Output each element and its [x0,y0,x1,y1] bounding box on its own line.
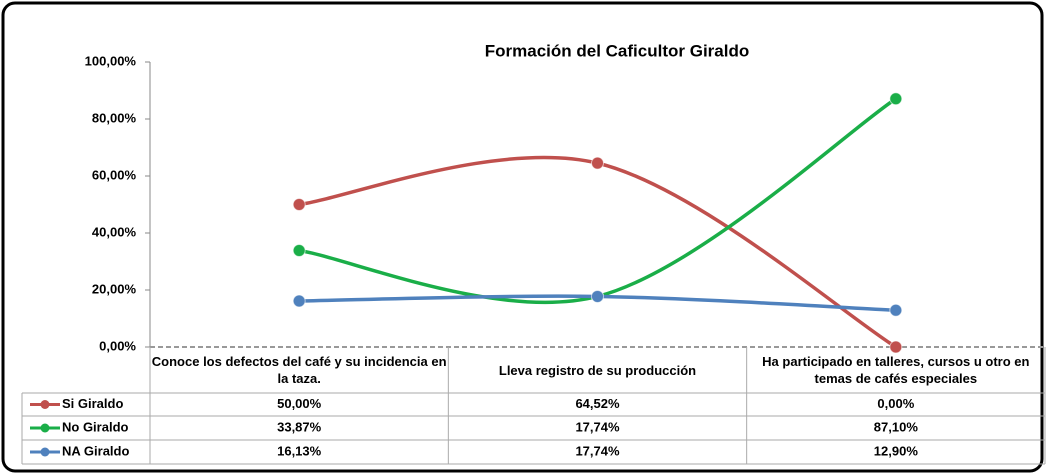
category-cell: Ha participado en talleres, cursos u otr… [762,354,1030,386]
x-tick-label: Ha participado en talleres, cursos u otr… [762,354,1030,386]
chart-title: Formación del Caficultor Giraldo [485,41,749,60]
value-label: 12,90% [874,443,919,458]
legend-label: Si Giraldo [62,396,123,411]
y-tick-label: 40,00% [92,224,137,239]
y-tick-label: 100,00% [85,53,137,68]
value-label: 16,13% [277,443,322,458]
x-tick-label: Conoce los defectos del café y su incide… [151,354,447,386]
data-point [292,243,306,257]
value-label: 17,74% [575,419,620,434]
value-label: 50,00% [277,396,322,411]
legend-label: NA Giraldo [62,443,129,458]
x-tick-label: Lleva registro de su producción [498,362,697,378]
data-point [889,340,903,354]
value-label: 0,00% [877,396,914,411]
y-tick-label: 60,00% [92,167,137,182]
legend-label: No Giraldo [62,419,129,434]
data-point [889,303,903,317]
y-tick-label: 80,00% [92,110,137,125]
value-label: 33,87% [277,419,322,434]
data-point [591,156,604,170]
data-point [292,294,306,308]
value-label: 87,10% [874,419,919,434]
data-point [292,198,306,211]
y-tick-label: 0,00% [99,338,136,353]
legend-marker [40,447,50,457]
category-cell: Conoce los defectos del café y su incide… [151,354,447,386]
data-point [591,289,604,303]
data-point [889,92,903,106]
legend-marker [40,423,50,433]
value-label: 17,74% [575,443,620,458]
legend-marker [40,400,50,409]
category-cell: Lleva registro de su producción [498,362,697,378]
y-tick-label: 20,00% [92,281,137,296]
value-label: 64,52% [575,396,620,411]
